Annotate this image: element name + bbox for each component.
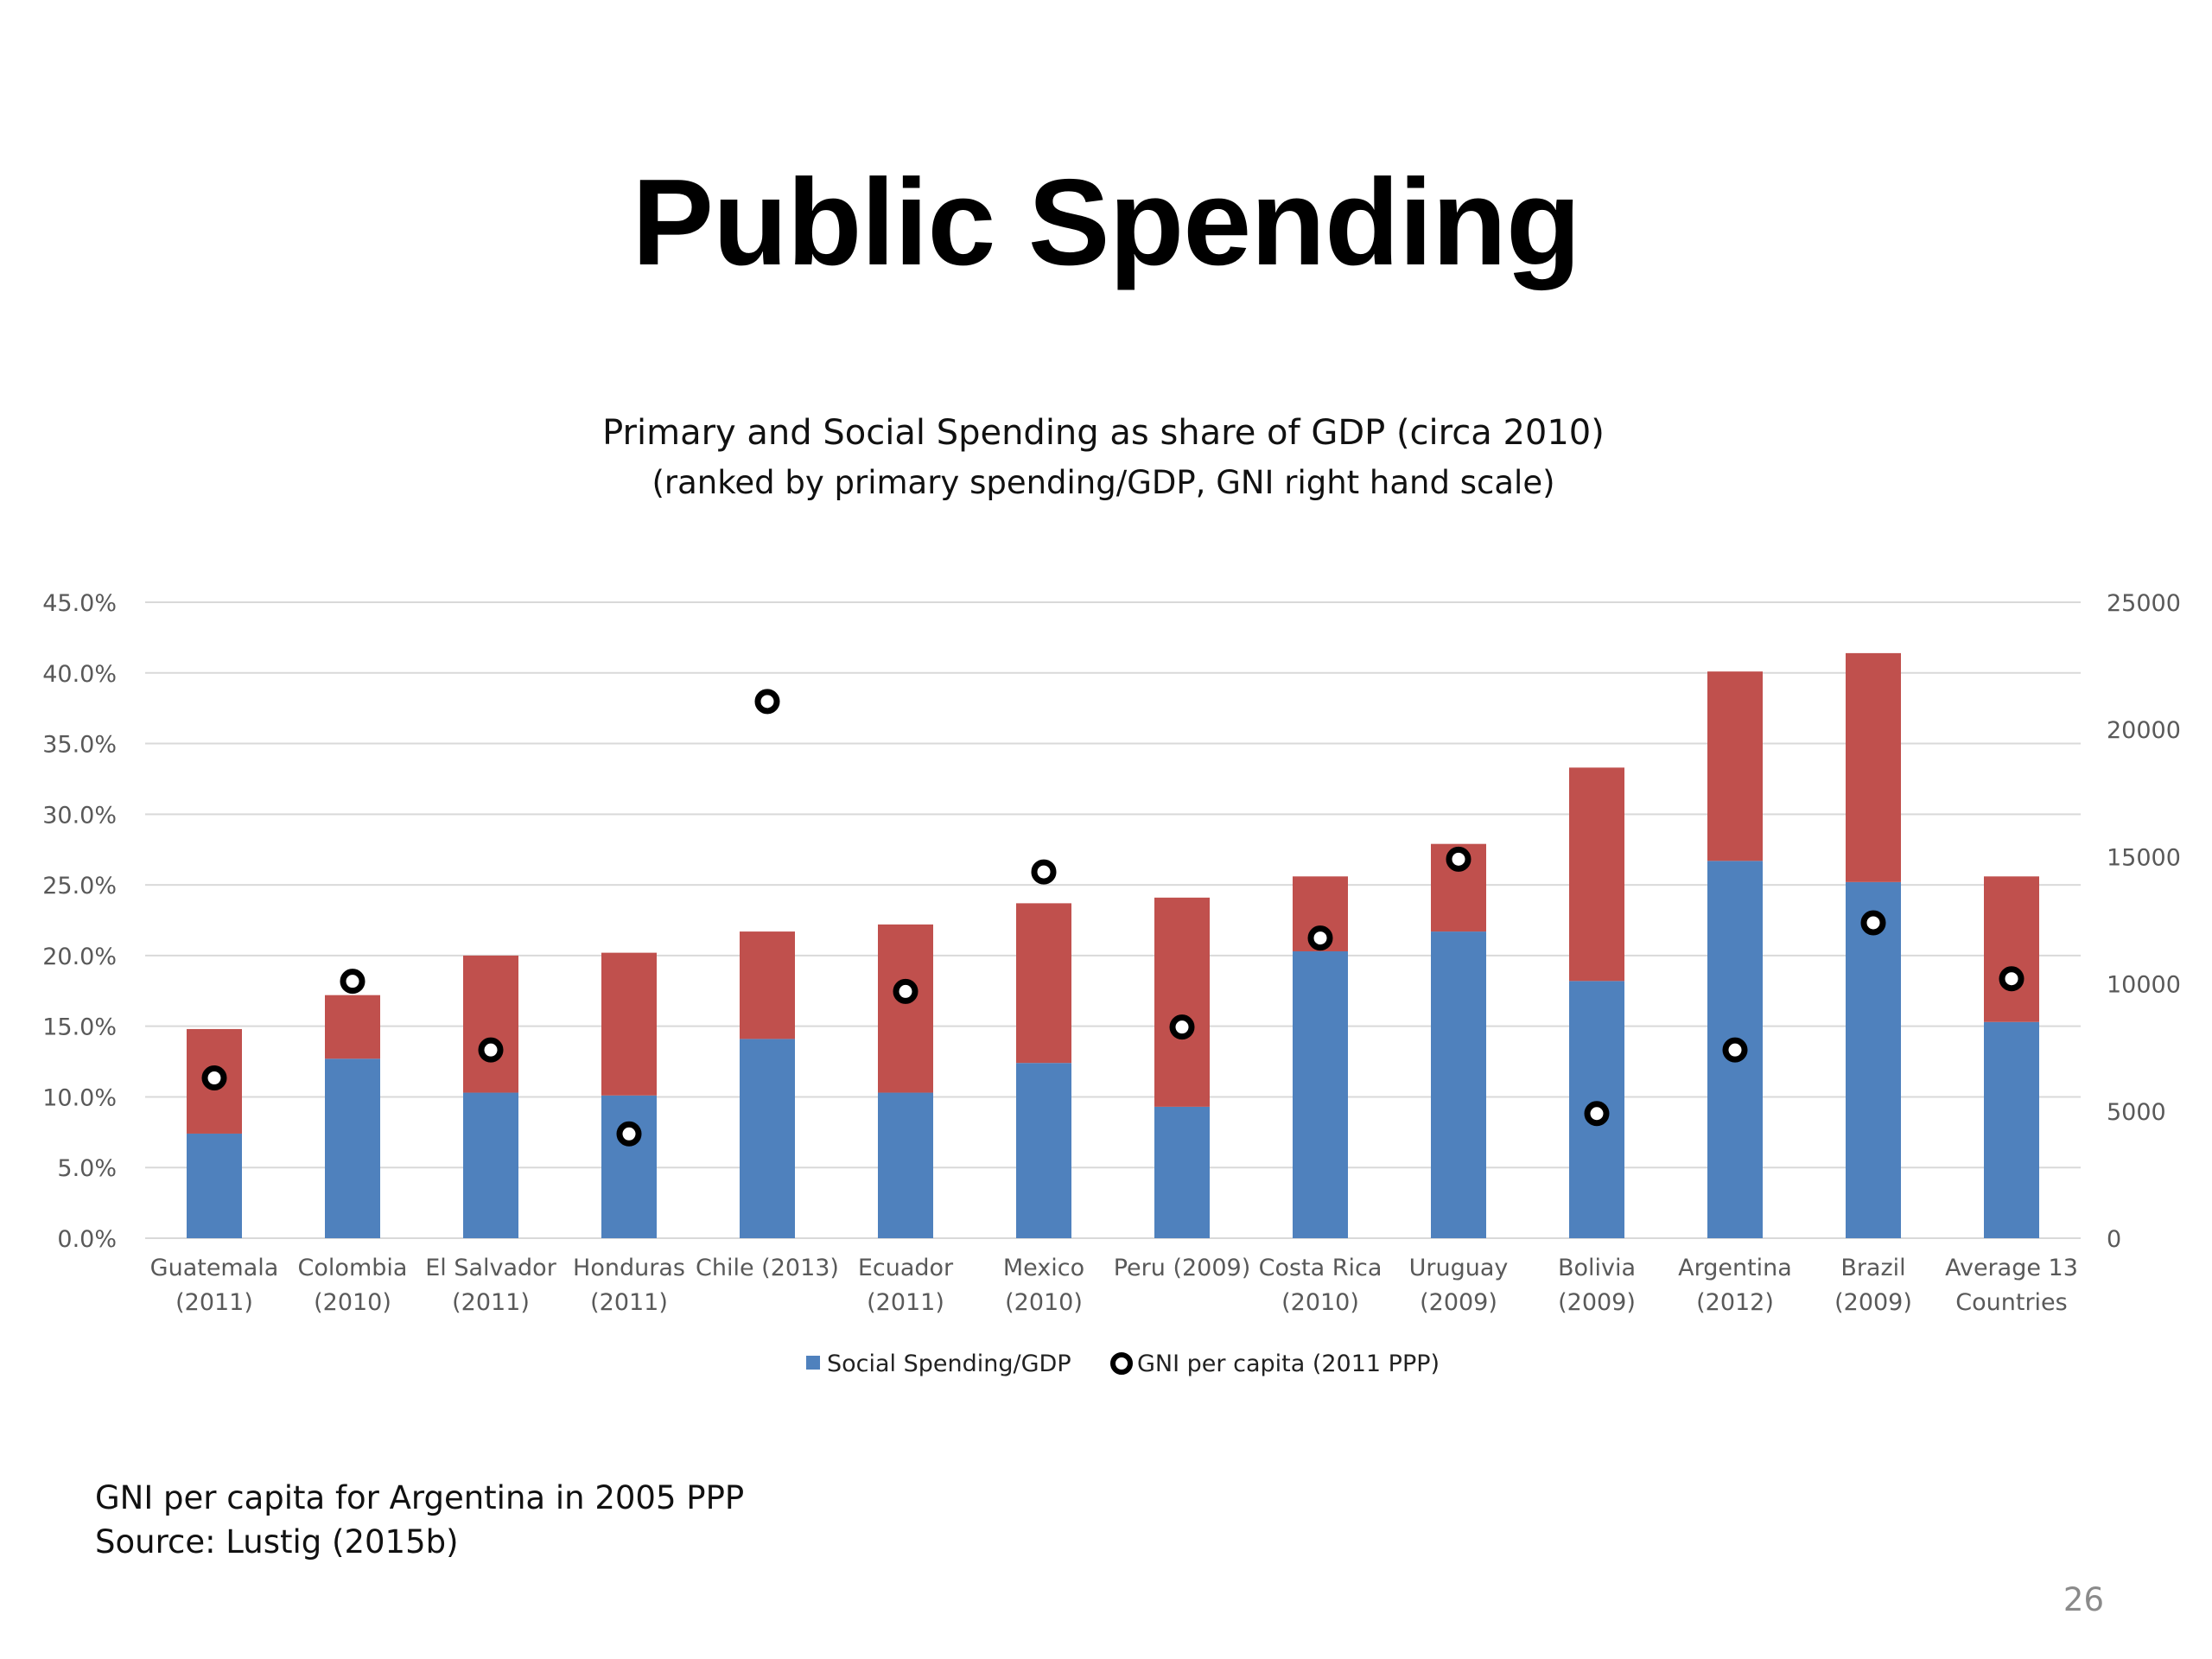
category-label: (2011): [590, 1289, 668, 1316]
category-label: Honduras: [573, 1255, 685, 1281]
gni-marker: [201, 1065, 227, 1091]
gni-marker: [1031, 859, 1057, 885]
social-spending-bar: [601, 1095, 657, 1238]
legend: Social Spending/GDP GNI per capita (2011 …: [806, 1351, 1440, 1377]
category-label: (2009): [1558, 1289, 1636, 1316]
social-spending-bar: [1846, 881, 1901, 1238]
gni-marker: [1722, 1037, 1748, 1063]
primary-spending-bar: [601, 952, 657, 1096]
category-label: El Salvador: [425, 1255, 557, 1281]
left-tick-label: 35.0%: [42, 732, 117, 759]
category-label: (2010): [314, 1289, 391, 1316]
primary-spending-bar: [740, 931, 795, 1039]
gni-marker: [1169, 1014, 1195, 1040]
left-tick-label: 25.0%: [42, 873, 117, 899]
legend-label-social-spending: Social Spending/GDP: [827, 1351, 1071, 1377]
category-label: (2011): [175, 1289, 253, 1316]
gni-marker: [1446, 846, 1471, 872]
category-label: Chile (2013): [696, 1255, 839, 1281]
category-label: (2009): [1834, 1289, 1912, 1316]
left-tick-label: 15.0%: [42, 1014, 117, 1041]
grid-lines: [145, 601, 2081, 1239]
right-tick-label: 5000: [2107, 1099, 2166, 1126]
primary-spending-bar: [1707, 671, 1763, 861]
left-tick-label: 5.0%: [57, 1155, 117, 1182]
right-tick-label: 20000: [2107, 717, 2181, 744]
left-tick-label: 20.0%: [42, 944, 117, 970]
primary-spending-bar: [1016, 903, 1071, 1064]
right-tick-label: 10000: [2107, 972, 2181, 999]
category-label: Ecuador: [858, 1255, 954, 1281]
category-label: Brazil: [1840, 1255, 1905, 1281]
left-tick-label: 40.0%: [42, 661, 117, 688]
category-label: Argentina: [1678, 1255, 1792, 1281]
social-spending-bar: [1431, 931, 1486, 1238]
primary-spending-bar: [325, 995, 380, 1059]
gni-marker: [893, 978, 918, 1004]
gni-marker: [478, 1037, 504, 1063]
slide-title: Public Spending: [632, 154, 1580, 291]
category-label: Bolivia: [1558, 1255, 1636, 1281]
primary-spending-bar: [1154, 897, 1210, 1107]
category-label: (2010): [1005, 1289, 1083, 1316]
social-spending-bar: [325, 1058, 380, 1238]
legend-marker-gni: [1110, 1352, 1133, 1375]
social-spending-bar: [1984, 1021, 2039, 1238]
primary-spending-bar: [1846, 652, 1901, 882]
chart-title: Primary and Social Spending as share of …: [602, 413, 1605, 453]
category-label: Colombia: [298, 1255, 408, 1281]
gni-marker: [340, 969, 365, 995]
gni-markers: [201, 689, 2024, 1147]
legend-label-gni: GNI per capita (2011 PPP): [1137, 1351, 1440, 1377]
page-number: 26: [2063, 1581, 2104, 1618]
gni-marker: [754, 689, 780, 715]
category-label: Mexico: [1003, 1255, 1084, 1281]
note-argentina-ppp: GNI per capita for Argentina in 2005 PPP: [95, 1479, 745, 1516]
left-tick-label: 45.0%: [42, 590, 117, 617]
social-spending-bar: [1293, 950, 1348, 1238]
category-label: Uruguay: [1409, 1255, 1509, 1281]
social-spending-bar: [463, 1092, 518, 1238]
note-source: Source: Lustig (2015b): [95, 1523, 459, 1560]
primary-spending-bar: [463, 955, 518, 1093]
social-spending-bar: [187, 1133, 242, 1238]
category-label: Peru (2009): [1114, 1255, 1251, 1281]
right-tick-label: 25000: [2107, 590, 2181, 617]
chart-subtitle: (ranked by primary spending/GDP, GNI rig…: [652, 464, 1554, 501]
gni-marker: [1584, 1101, 1610, 1127]
category-label: (2009): [1420, 1289, 1497, 1316]
social-spending-bar: [1016, 1063, 1071, 1238]
right-axis-ticks: 0 5000 10000 15000 20000 25000: [2107, 590, 2181, 1253]
left-tick-label: 30.0%: [42, 802, 117, 829]
category-label: (2012): [1696, 1289, 1774, 1316]
category-label: Guatemala: [150, 1255, 279, 1281]
primary-spending-bar: [878, 924, 933, 1093]
category-label: (2010): [1281, 1289, 1359, 1316]
left-tick-label: 10.0%: [42, 1084, 117, 1111]
legend-swatch-social-spending: [806, 1356, 820, 1370]
right-tick-label: 0: [2107, 1226, 2121, 1253]
category-label: (2011): [867, 1289, 944, 1316]
category-labels: Guatemala (2011) Colombia (2010) El Salvador…: [150, 1255, 2078, 1316]
primary-spending-bar: [1569, 767, 1624, 982]
right-tick-label: 15000: [2107, 844, 2181, 871]
category-label: (2011): [452, 1289, 530, 1316]
gni-marker: [616, 1121, 642, 1147]
left-axis-ticks: 0.0% 5.0% 10.0% 15.0% 20.0% 25.0% 30.0% 35.0% 40…: [42, 590, 117, 1253]
gni-marker: [1307, 925, 1333, 951]
category-label: Costa Rica: [1259, 1255, 1382, 1281]
social-spending-bar: [1154, 1106, 1210, 1238]
left-tick-label: 0.0%: [57, 1226, 117, 1253]
social-spending-bar: [740, 1039, 795, 1238]
gni-marker: [1999, 966, 2024, 992]
category-label: Countries: [1955, 1289, 2067, 1316]
social-spending-bar: [878, 1092, 933, 1238]
bars: [187, 652, 2039, 1238]
category-label: Average 13: [1945, 1255, 2078, 1281]
primary-spending-bar: [1984, 876, 2039, 1022]
gni-marker: [1860, 910, 1886, 936]
